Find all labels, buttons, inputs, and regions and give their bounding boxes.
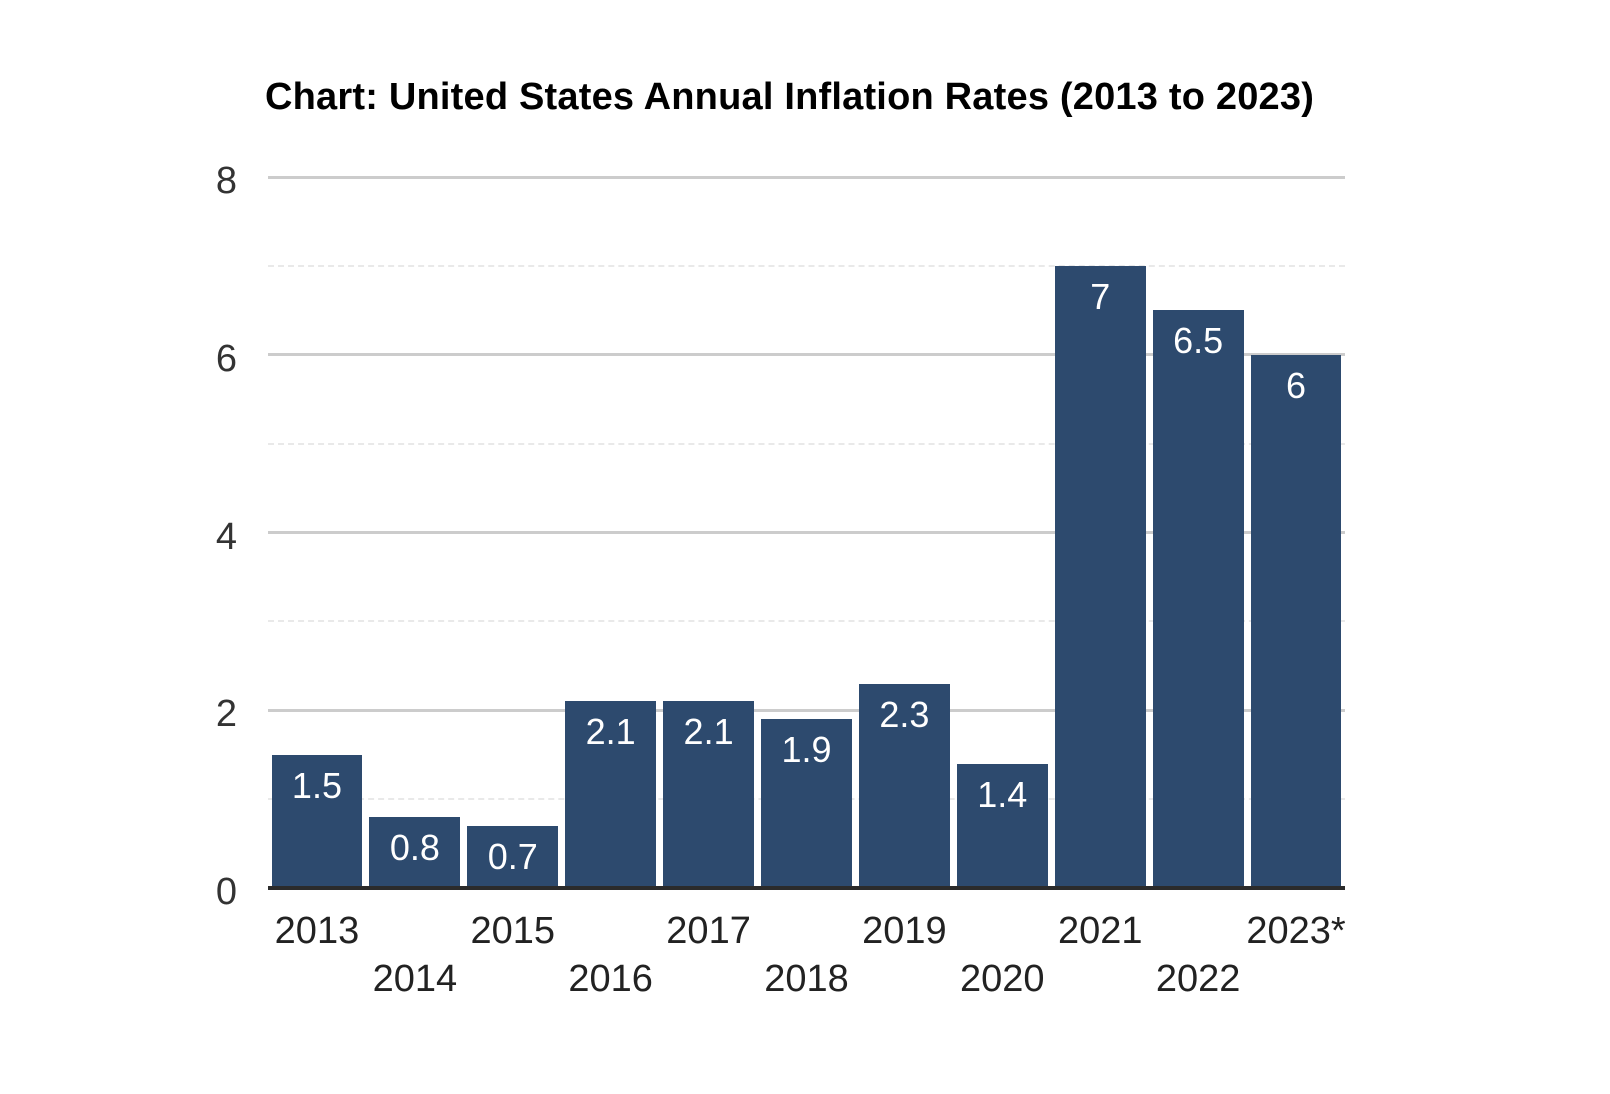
bar: 2.1 [663,701,755,888]
bar: 2.1 [565,701,657,888]
x-axis-tick-label: 2015 [470,910,556,952]
x-axis-line [268,886,1345,890]
bar: 2.3 [858,683,950,888]
bar-value-label: 2.1 [585,711,636,753]
minor-gridline [268,442,1345,445]
bar-value-label: 6.5 [1173,320,1224,362]
x-axis-tick-label: 2016 [568,958,653,1000]
bar: 1.4 [956,763,1048,888]
minor-gridline [268,264,1345,267]
bar-value-label: 1.4 [977,773,1028,815]
x-axis-tick-label: 2021 [1057,910,1143,952]
major-gridline [268,353,1345,357]
x-axis-tick-label: 2018 [764,958,849,1000]
minor-gridline [268,620,1345,623]
bar-value-label: 6 [1286,364,1307,406]
x-axis-tick-label: 2013 [274,910,360,952]
bar: 7 [1054,265,1146,888]
x-axis-tick-label: 2020 [960,958,1045,1000]
bar: 6.5 [1152,310,1244,888]
y-axis-tick-label: 6 [215,337,237,380]
x-axis-tick-label: 2014 [372,958,458,1000]
y-axis-tick-label: 2 [215,693,237,736]
bar: 6 [1250,354,1342,888]
bar: 0.7 [467,825,559,888]
bar-value-label: 7 [1090,275,1111,317]
bar: 1.5 [271,754,363,888]
bar-value-label: 2.3 [879,693,930,735]
x-axis-tick-label: 2019 [862,910,947,952]
bar-value-label: 0.7 [487,835,538,877]
x-axis-tick-label: 2023* [1246,910,1346,952]
major-gridline [268,531,1345,534]
bar-value-label: 1.5 [291,764,342,806]
major-gridline [268,175,1345,179]
y-axis-tick-label: 0 [215,871,237,913]
bar-value-label: 0.8 [389,826,440,868]
y-axis-tick-label: 8 [215,160,237,202]
chart-title: Chart: United States Annual Inflation Ra… [265,76,1315,118]
x-axis-tick-label: 2017 [666,910,751,952]
x-axis-tick-label: 2022 [1155,958,1241,1000]
bar: 1.9 [761,719,852,888]
major-gridline [268,708,1345,712]
bar-value-label: 2.1 [683,711,734,753]
y-axis-tick-label: 4 [215,515,237,558]
bar-value-label: 1.9 [781,729,832,771]
bar: 0.8 [369,816,461,888]
